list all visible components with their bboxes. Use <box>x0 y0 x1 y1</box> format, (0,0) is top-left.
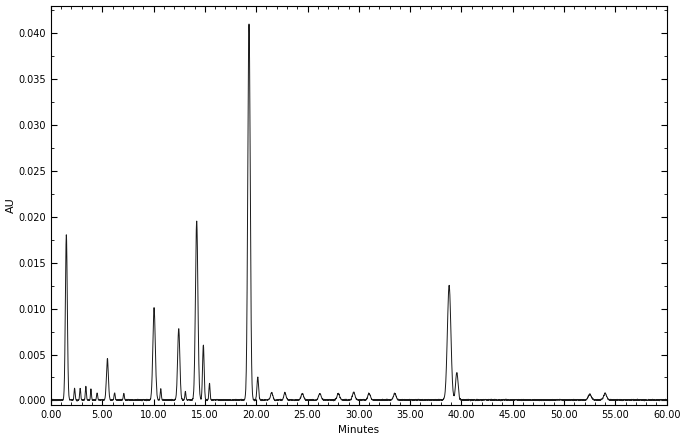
Y-axis label: AU: AU <box>5 198 16 213</box>
X-axis label: Minutes: Minutes <box>338 426 379 435</box>
